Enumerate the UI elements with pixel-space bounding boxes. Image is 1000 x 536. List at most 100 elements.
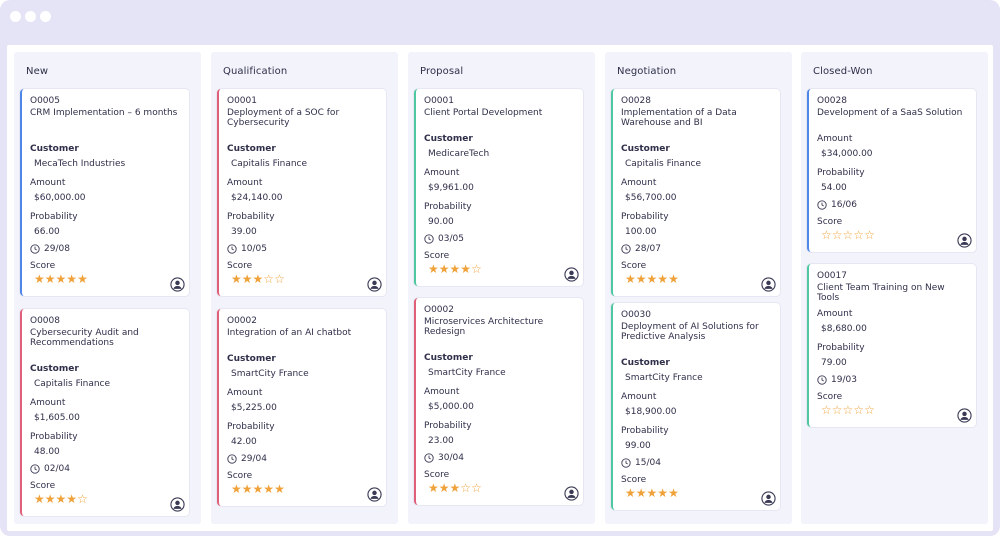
star-icon[interactable]: ★ bbox=[625, 486, 636, 500]
star-icon[interactable]: ☆ bbox=[263, 272, 275, 286]
star-icon[interactable]: ☆ bbox=[864, 403, 875, 417]
star-icon[interactable]: ★ bbox=[252, 272, 264, 286]
opportunity-card[interactable]: O0008 Cybersecurity Audit and Recommendat… bbox=[20, 309, 189, 516]
star-icon[interactable]: ☆ bbox=[471, 262, 482, 276]
user-avatar-icon[interactable] bbox=[564, 267, 579, 282]
card-title: Microservices Architecture Redesign bbox=[424, 317, 544, 337]
window-dot-icon[interactable] bbox=[10, 11, 21, 22]
card-title: Integration of an AI chatbot bbox=[227, 328, 352, 338]
star-icon[interactable]: ★ bbox=[34, 272, 45, 286]
opportunity-card[interactable]: O0001 Client Portal Development Customer Me… bbox=[414, 89, 583, 286]
amount-label: Amount bbox=[817, 134, 853, 144]
opportunity-card[interactable]: O0030 Deployment of AI Solutions for Pred… bbox=[611, 303, 780, 510]
user-avatar-icon[interactable] bbox=[170, 497, 185, 512]
star-icon[interactable]: ☆ bbox=[842, 403, 854, 417]
score-stars[interactable]: ★★★☆☆ bbox=[428, 482, 482, 494]
card-title: Development of a SaaS Solution bbox=[817, 108, 963, 118]
star-icon[interactable]: ★ bbox=[263, 482, 275, 496]
score-stars[interactable]: ☆☆☆☆☆ bbox=[821, 229, 875, 241]
star-icon[interactable]: ★ bbox=[668, 272, 679, 286]
score-stars[interactable]: ★★★★☆ bbox=[428, 263, 482, 275]
user-avatar-icon[interactable] bbox=[957, 233, 972, 248]
score-stars[interactable]: ★★★★☆ bbox=[34, 493, 88, 505]
star-icon[interactable]: ☆ bbox=[77, 492, 88, 506]
deadline-date-value: 29/08 bbox=[44, 244, 70, 254]
clock-icon bbox=[30, 464, 40, 474]
star-icon[interactable]: ★ bbox=[625, 272, 636, 286]
star-icon[interactable]: ★ bbox=[449, 262, 461, 276]
user-avatar-icon[interactable] bbox=[564, 486, 579, 501]
amount-label: Amount bbox=[621, 392, 657, 402]
star-icon[interactable]: ★ bbox=[77, 272, 88, 286]
star-icon[interactable]: ★ bbox=[438, 481, 450, 495]
star-icon[interactable]: ★ bbox=[252, 482, 264, 496]
opportunity-card[interactable]: O0028 Development of a SaaS Solution Amoun… bbox=[807, 89, 976, 252]
opportunity-card[interactable]: O0002 Microservices Architecture Redesign… bbox=[414, 298, 583, 505]
score-stars[interactable]: ★★★★★ bbox=[231, 483, 285, 495]
card-id: O0028 bbox=[621, 96, 651, 106]
star-icon[interactable]: ☆ bbox=[864, 228, 875, 242]
star-icon[interactable]: ☆ bbox=[460, 481, 472, 495]
opportunity-card[interactable]: O0028 Implementation of a Data Warehouse … bbox=[611, 89, 780, 296]
score-stars[interactable]: ★★★★★ bbox=[625, 487, 679, 499]
window-dot-icon[interactable] bbox=[40, 11, 51, 22]
star-icon[interactable]: ★ bbox=[231, 272, 242, 286]
user-avatar-icon[interactable] bbox=[367, 277, 382, 292]
star-icon[interactable]: ★ bbox=[428, 262, 439, 276]
star-icon[interactable]: ☆ bbox=[831, 403, 843, 417]
star-icon[interactable]: ★ bbox=[241, 482, 253, 496]
user-avatar-icon[interactable] bbox=[367, 487, 382, 502]
star-icon[interactable]: ☆ bbox=[821, 228, 832, 242]
star-icon[interactable]: ★ bbox=[646, 486, 658, 500]
star-icon[interactable]: ☆ bbox=[842, 228, 854, 242]
opportunity-card[interactable]: O0001 Deployment of a SOC for Cybersecuri… bbox=[217, 89, 386, 296]
star-icon[interactable]: ★ bbox=[460, 262, 472, 276]
opportunity-card[interactable]: O0005 CRM Implementation – 6 months Custom… bbox=[20, 89, 189, 296]
probability-value: 48.00 bbox=[34, 447, 60, 457]
deadline-date-value: 15/04 bbox=[635, 458, 661, 468]
amount-label: Amount bbox=[621, 178, 657, 188]
star-icon[interactable]: ★ bbox=[44, 272, 56, 286]
star-icon[interactable]: ★ bbox=[44, 492, 56, 506]
star-icon[interactable]: ★ bbox=[428, 481, 439, 495]
star-icon[interactable]: ★ bbox=[635, 486, 647, 500]
star-icon[interactable]: ★ bbox=[274, 482, 285, 496]
star-icon[interactable]: ★ bbox=[657, 272, 669, 286]
amount-label: Amount bbox=[817, 309, 853, 319]
customer-label: Customer bbox=[424, 134, 473, 144]
user-avatar-icon[interactable] bbox=[761, 491, 776, 506]
star-icon[interactable]: ★ bbox=[55, 492, 67, 506]
card-id: O0017 bbox=[817, 271, 847, 281]
user-avatar-icon[interactable] bbox=[957, 408, 972, 423]
star-icon[interactable]: ☆ bbox=[831, 228, 843, 242]
star-icon[interactable]: ★ bbox=[449, 481, 461, 495]
user-avatar-icon[interactable] bbox=[761, 277, 776, 292]
score-stars[interactable]: ★★★★★ bbox=[34, 273, 88, 285]
star-icon[interactable]: ★ bbox=[241, 272, 253, 286]
star-icon[interactable]: ☆ bbox=[274, 272, 285, 286]
star-icon[interactable]: ★ bbox=[231, 482, 242, 496]
opportunity-card[interactable]: O0017 Client Team Training on New Tools Am… bbox=[807, 264, 976, 427]
score-stars[interactable]: ☆☆☆☆☆ bbox=[821, 404, 875, 416]
star-icon[interactable]: ★ bbox=[657, 486, 669, 500]
score-stars[interactable]: ★★★★★ bbox=[625, 273, 679, 285]
star-icon[interactable]: ★ bbox=[646, 272, 658, 286]
opportunity-card[interactable]: O0002 Integration of an AI chatbot Custome… bbox=[217, 309, 386, 506]
clock-icon bbox=[817, 200, 827, 210]
star-icon[interactable]: ★ bbox=[66, 272, 78, 286]
star-icon[interactable]: ☆ bbox=[853, 228, 865, 242]
star-icon[interactable]: ☆ bbox=[471, 481, 482, 495]
star-icon[interactable]: ★ bbox=[635, 272, 647, 286]
score-stars[interactable]: ★★★☆☆ bbox=[231, 273, 285, 285]
star-icon[interactable]: ★ bbox=[66, 492, 78, 506]
star-icon[interactable]: ★ bbox=[438, 262, 450, 276]
star-icon[interactable]: ☆ bbox=[853, 403, 865, 417]
star-icon[interactable]: ★ bbox=[34, 492, 45, 506]
star-icon[interactable]: ★ bbox=[668, 486, 679, 500]
star-icon[interactable]: ★ bbox=[55, 272, 67, 286]
window-dot-icon[interactable] bbox=[25, 11, 36, 22]
user-avatar-icon[interactable] bbox=[170, 277, 185, 292]
deadline-date-value: 16/06 bbox=[831, 200, 857, 210]
star-icon[interactable]: ☆ bbox=[821, 403, 832, 417]
